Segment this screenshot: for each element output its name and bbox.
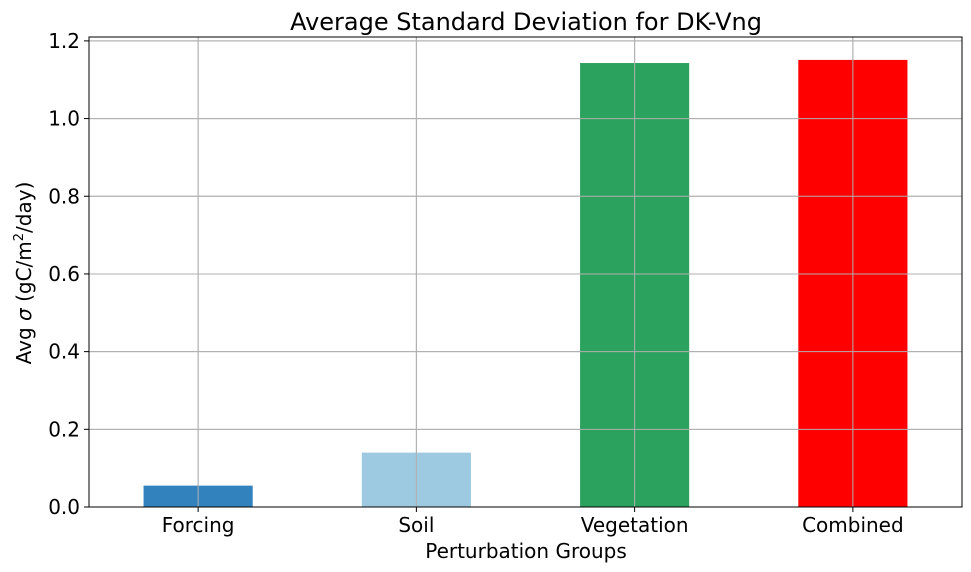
x-axis-label: Perturbation Groups <box>425 539 627 563</box>
y-axis-label-sigma: σ <box>12 307 36 321</box>
x-tick-label-forcing: Forcing <box>162 513 235 537</box>
plot-frame <box>88 36 963 508</box>
x-tick-label-vegetation: Vegetation <box>581 513 689 537</box>
y-tick-label: 0.6 <box>48 262 80 286</box>
chart-title: Average Standard Deviation for DK-Vng <box>290 8 762 36</box>
y-axis-ticks: 0.0 0.2 0.4 0.6 0.8 1.0 1.2 <box>48 29 89 519</box>
bars <box>89 37 962 508</box>
y-tick-label: 0.2 <box>48 417 80 441</box>
y-axis-label-unit-close: /day) <box>12 182 36 233</box>
x-tick-label-soil: Soil <box>398 513 434 537</box>
x-axis-ticks: Forcing Soil Vegetation Combined <box>162 507 904 537</box>
y-axis-label-unit-open: (gC/m <box>12 241 36 308</box>
y-axis-label-unit-sup: 2 <box>12 233 27 241</box>
x-tick-label-combined: Combined <box>802 513 904 537</box>
y-tick-label: 0.0 <box>48 495 80 519</box>
y-axis-label: Avg σ (gC/m2/day) <box>12 182 36 365</box>
y-tick-label: 0.4 <box>48 340 80 364</box>
y-axis-label-prefix: Avg <box>12 321 36 364</box>
y-tick-label: 1.0 <box>48 107 80 131</box>
y-tick-label: 0.8 <box>48 184 80 208</box>
y-tick-label: 1.2 <box>48 29 80 53</box>
